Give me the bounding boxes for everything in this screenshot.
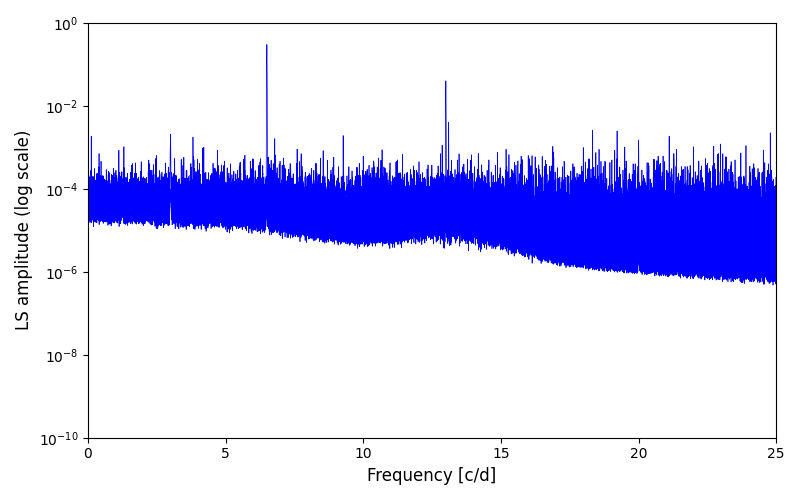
X-axis label: Frequency [c/d]: Frequency [c/d] [367,467,497,485]
Y-axis label: LS amplitude (log scale): LS amplitude (log scale) [15,130,33,330]
